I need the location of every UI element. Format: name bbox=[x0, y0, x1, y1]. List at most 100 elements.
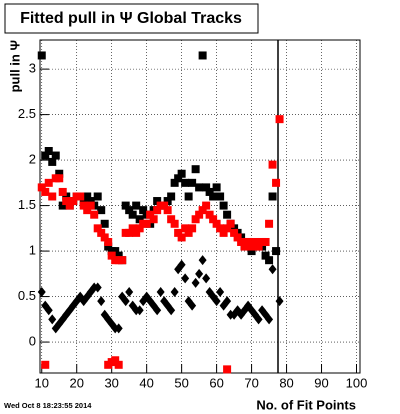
diamond-marker bbox=[216, 287, 225, 298]
square-marker bbox=[58, 187, 67, 196]
square-marker bbox=[128, 210, 137, 219]
chart-title: Fitted pull in Ψ Global Tracks bbox=[20, 10, 242, 27]
square-marker bbox=[97, 228, 106, 237]
square-marker bbox=[111, 247, 120, 256]
square-marker bbox=[247, 242, 256, 251]
square-marker bbox=[104, 237, 113, 246]
square-marker bbox=[44, 147, 53, 155]
diamond-marker bbox=[268, 264, 277, 275]
x-axis-label: No. of Fit Points bbox=[256, 397, 356, 412]
square-marker bbox=[219, 228, 228, 237]
square-marker bbox=[223, 210, 232, 219]
square-marker bbox=[223, 224, 232, 233]
y-tick-label: 1.5 bbox=[18, 197, 36, 212]
square-marker bbox=[90, 210, 99, 219]
x-tick-label: 10 bbox=[35, 375, 49, 390]
square-marker bbox=[76, 192, 85, 201]
y-tick-label: 2 bbox=[29, 152, 36, 167]
square-marker bbox=[128, 224, 137, 233]
x-tick-label: 40 bbox=[139, 375, 153, 390]
square-marker bbox=[230, 228, 239, 237]
square-marker bbox=[198, 51, 207, 60]
square-marker bbox=[83, 206, 92, 215]
square-marker bbox=[62, 197, 71, 206]
square-marker bbox=[114, 360, 123, 369]
square-marker bbox=[118, 256, 127, 265]
square-marker bbox=[209, 215, 218, 224]
x-tick-label: 80 bbox=[279, 375, 293, 390]
diamond-marker bbox=[212, 296, 221, 307]
square-marker bbox=[195, 210, 204, 219]
square-marker bbox=[79, 197, 88, 206]
x-tick-label: 70 bbox=[244, 375, 258, 390]
square-marker bbox=[114, 251, 123, 260]
diamond-marker bbox=[135, 305, 144, 316]
square-marker bbox=[265, 256, 274, 265]
square-marker bbox=[233, 233, 242, 242]
square-marker bbox=[153, 197, 162, 206]
x-tick-label: 50 bbox=[174, 375, 188, 390]
square-marker bbox=[191, 215, 200, 224]
footer: Wed Oct 8 18:23:55 2014 bbox=[4, 401, 92, 410]
title-box bbox=[4, 3, 259, 34]
x-tick-label: 20 bbox=[69, 375, 83, 390]
y-axis-label: pull in Ψ bbox=[7, 40, 22, 92]
y-tick-label: 0 bbox=[29, 334, 36, 349]
square-marker bbox=[244, 237, 253, 246]
square-marker bbox=[268, 192, 277, 201]
square-marker bbox=[198, 206, 207, 215]
square-marker bbox=[230, 224, 239, 233]
square-marker bbox=[153, 206, 162, 215]
square-marker bbox=[86, 197, 95, 206]
square-marker bbox=[170, 219, 179, 228]
square-marker bbox=[146, 210, 155, 219]
square-marker bbox=[181, 178, 190, 187]
square-marker bbox=[48, 192, 57, 201]
square-marker bbox=[237, 237, 246, 246]
diamond-marker bbox=[153, 305, 162, 316]
square-marker bbox=[41, 151, 50, 160]
square-marker bbox=[142, 219, 151, 228]
square-marker bbox=[104, 242, 113, 251]
square-marker bbox=[135, 215, 144, 224]
square-marker bbox=[265, 219, 274, 228]
square-marker bbox=[272, 178, 281, 187]
square-marker bbox=[177, 169, 186, 178]
square-marker bbox=[177, 233, 186, 242]
diamond-marker bbox=[191, 277, 200, 288]
square-marker bbox=[247, 247, 256, 256]
square-marker bbox=[41, 360, 50, 369]
square-marker bbox=[272, 247, 281, 256]
diamond-marker bbox=[275, 296, 284, 307]
square-marker bbox=[55, 174, 64, 183]
square-marker bbox=[86, 201, 95, 210]
diamond-marker bbox=[156, 287, 165, 298]
square-marker bbox=[107, 251, 116, 260]
square-marker bbox=[93, 224, 102, 233]
diamond-marker bbox=[167, 305, 176, 316]
square-marker bbox=[135, 224, 144, 233]
square-marker bbox=[41, 187, 50, 196]
square-marker bbox=[163, 197, 172, 206]
square-marker bbox=[219, 201, 228, 210]
square-marker bbox=[51, 151, 60, 160]
square-marker bbox=[149, 215, 158, 224]
square-marker bbox=[205, 187, 214, 196]
square-marker bbox=[48, 157, 57, 166]
x-tick-label: 100 bbox=[346, 375, 368, 390]
square-marker bbox=[212, 219, 221, 228]
square-marker bbox=[209, 192, 218, 201]
square-marker bbox=[254, 242, 263, 251]
diamond-marker bbox=[170, 287, 179, 298]
square-marker bbox=[111, 356, 120, 365]
square-marker bbox=[212, 183, 221, 192]
y-tick-label: 3 bbox=[29, 61, 36, 76]
square-marker bbox=[184, 228, 193, 237]
y-tick-label: 2.5 bbox=[18, 106, 36, 121]
square-marker bbox=[170, 178, 179, 187]
plot-frame bbox=[39, 39, 361, 374]
diamond-marker bbox=[48, 314, 57, 325]
square-marker bbox=[121, 201, 130, 210]
diamond-marker bbox=[177, 259, 186, 270]
